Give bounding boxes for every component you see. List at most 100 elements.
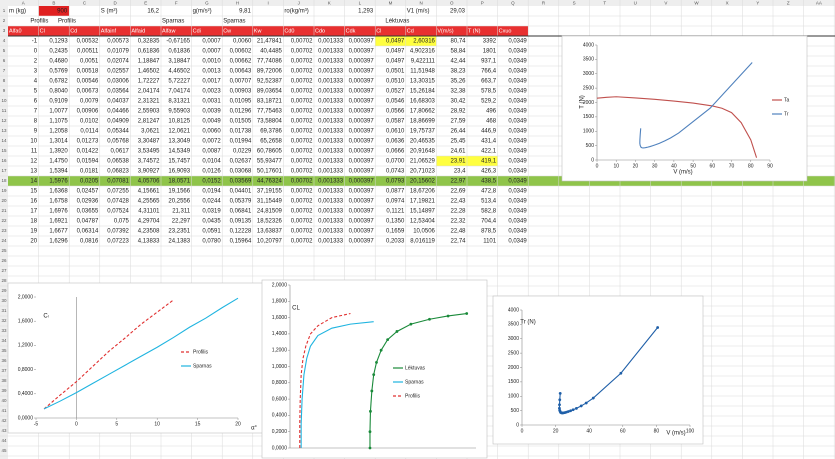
cell-value[interactable]: 0,06538	[107, 159, 129, 165]
cell-value[interactable]: 15,7457	[168, 159, 190, 165]
cell-value[interactable]: 0,8040	[49, 89, 68, 95]
cell-value[interactable]: 16	[30, 199, 37, 205]
cell-value[interactable]: 23,4	[454, 169, 466, 175]
cell-value[interactable]: 11,51948	[410, 69, 435, 75]
cell-value[interactable]: 1,6296	[49, 239, 68, 245]
cell-value[interactable]: 3,18847	[168, 59, 190, 65]
cell-value[interactable]: 0,00546	[77, 79, 99, 85]
cell-value[interactable]: 0,00702	[291, 189, 313, 195]
cell-value[interactable]: 20	[30, 239, 37, 245]
cell-value[interactable]: 21,311	[172, 209, 191, 215]
cell-value[interactable]: 0,0023	[202, 89, 221, 95]
cell-value[interactable]: 0,04909	[107, 119, 129, 125]
cell-value[interactable]: 0,0793	[386, 179, 405, 185]
cell-value[interactable]: 1,2058	[49, 129, 68, 135]
cell-value[interactable]: 0,01738	[230, 129, 252, 135]
cell-value[interactable]: 13,3049	[168, 139, 190, 145]
cell-value[interactable]: 0,61836	[138, 49, 160, 55]
cell-value[interactable]: 513,4	[481, 199, 497, 205]
cell-value[interactable]: 0,9109	[49, 99, 68, 105]
cell-value[interactable]: 1,3920	[49, 149, 68, 155]
cell-value[interactable]: 22,74	[450, 239, 466, 245]
cell-value[interactable]: 3392	[483, 39, 497, 45]
cell-value[interactable]: 0,00702	[291, 219, 313, 225]
cell-value[interactable]: 1,0077	[49, 109, 68, 115]
cell-value[interactable]: 529,2	[481, 99, 497, 105]
cell-value[interactable]: 0,06841	[230, 209, 252, 215]
cell-value[interactable]: 0,0060	[202, 129, 221, 135]
cell-value[interactable]: 1101	[483, 239, 497, 245]
cell-value[interactable]: 14,5349	[168, 149, 190, 155]
cell-value[interactable]: 0,001333	[318, 159, 344, 165]
cell-value[interactable]: 0,00702	[291, 209, 313, 215]
cell-value[interactable]: 55,93477	[257, 159, 283, 165]
cell-value[interactable]: 0,07081	[107, 179, 129, 185]
cell-value[interactable]: 0,03564	[107, 89, 129, 95]
cell-value[interactable]: 7,04174	[168, 89, 190, 95]
cell-value[interactable]: 0,0349	[508, 229, 527, 235]
cell-value[interactable]: 24,81509	[257, 209, 283, 215]
cell-value[interactable]: 19,1566	[168, 189, 190, 195]
cell-value[interactable]: 0,0510	[386, 79, 405, 85]
cell-value[interactable]: 0,0349	[508, 199, 527, 205]
cell-value[interactable]: 1,46502	[138, 69, 160, 75]
cell-value[interactable]: 4,902316	[410, 49, 436, 55]
cell-value[interactable]: 8,31321	[168, 99, 190, 105]
cell-value[interactable]: 0,0007	[202, 49, 221, 55]
cell-value[interactable]: 83,18721	[257, 99, 283, 105]
cell-value[interactable]: 0,00702	[291, 149, 313, 155]
cell-value[interactable]: 0,001333	[318, 209, 344, 215]
cell-value[interactable]: 0,07428	[107, 199, 129, 205]
cell-value[interactable]: 77,74086	[257, 59, 283, 65]
cell-value[interactable]: 20,2556	[168, 199, 190, 205]
cell-value[interactable]: 0,2435	[49, 49, 68, 55]
cell-value[interactable]: 0,0816	[80, 239, 99, 245]
cell-value[interactable]: 0,0051	[80, 59, 99, 65]
cell-value[interactable]: 22,48	[450, 229, 466, 235]
cell-value[interactable]: 69,3786	[260, 129, 282, 135]
cell-value[interactable]: 22,297	[172, 219, 191, 225]
cell-value[interactable]: 89,72006	[257, 69, 283, 75]
cell-value[interactable]: 10,20797	[257, 239, 283, 245]
cell-value[interactable]: 16,68303	[410, 99, 436, 105]
cell-value[interactable]: 0,001333	[318, 229, 344, 235]
cell-value[interactable]: 18	[30, 219, 37, 225]
cell-value[interactable]: 0,01422	[77, 149, 99, 155]
cell-value[interactable]: 0,0435	[202, 219, 221, 225]
cell-value[interactable]: 0,0039	[202, 109, 221, 115]
cell-value[interactable]: 20,91648	[410, 149, 436, 155]
cell-value[interactable]: 0,000397	[349, 89, 375, 95]
cell-value[interactable]: 0,001333	[318, 109, 344, 115]
cell-value[interactable]: 0,0349	[508, 129, 527, 135]
cell-value[interactable]: 24,61	[450, 149, 466, 155]
cell-value[interactable]: 0,0591	[202, 229, 221, 235]
cell-value[interactable]: 1,72227	[138, 79, 160, 85]
cell-value[interactable]: 0,0743	[386, 169, 405, 175]
cell-value[interactable]: 0,000397	[349, 169, 375, 175]
cell-value[interactable]: 0,02936	[77, 199, 99, 205]
cell-value[interactable]: 0,0031	[202, 99, 221, 105]
cell-value[interactable]: 0,00702	[291, 99, 313, 105]
cell-value[interactable]: 14	[30, 179, 37, 185]
cell-value[interactable]: 0,000397	[349, 149, 375, 155]
cell-value[interactable]: 0,00702	[291, 69, 313, 75]
cell-value[interactable]: 9,55903	[168, 109, 190, 115]
cell-value[interactable]: 0,01994	[230, 139, 252, 145]
cell-value[interactable]: 0,1293	[49, 39, 68, 45]
cell-value[interactable]: 0,001333	[318, 89, 344, 95]
cell-value[interactable]: 0,0102	[80, 119, 99, 125]
cell-value[interactable]: 0,0349	[508, 169, 527, 175]
cell-value[interactable]: 15,26184	[410, 89, 436, 95]
cell-value[interactable]: 0,0974	[386, 199, 405, 205]
cell-value[interactable]: 20,71023	[410, 169, 436, 175]
cell-value[interactable]: 0,01505	[230, 119, 252, 125]
cell-value[interactable]: 38,23	[450, 69, 466, 75]
cell-value[interactable]: 4,05706	[138, 179, 160, 185]
cell-value[interactable]: 0,07524	[107, 209, 129, 215]
cell-value[interactable]: 0,0349	[508, 119, 527, 125]
cell-value[interactable]: 11	[31, 149, 38, 155]
cell-value[interactable]: 0,0104	[202, 159, 221, 165]
cell-value[interactable]: 0,0152	[202, 179, 221, 185]
cell-value[interactable]: 0,000397	[349, 129, 375, 135]
cell-value[interactable]: 0,00602	[230, 49, 252, 55]
